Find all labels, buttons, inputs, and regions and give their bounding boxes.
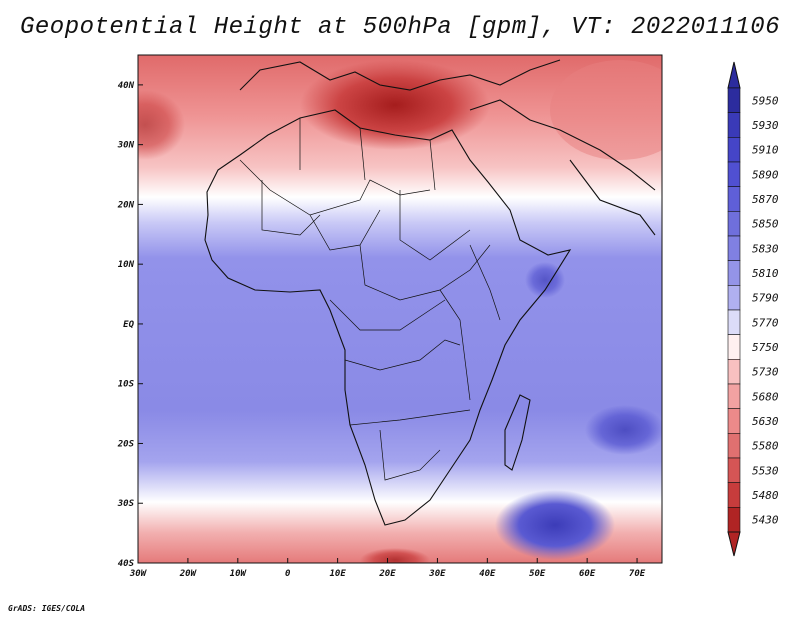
lon-tick-label: 30W xyxy=(129,569,148,579)
legend-level-label: 5680 xyxy=(752,390,779,403)
legend-swatch xyxy=(727,334,741,360)
legend-level-label: 5950 xyxy=(752,94,779,107)
lat-tick-label: EQ xyxy=(123,320,134,330)
legend-level-label: 5830 xyxy=(752,242,779,255)
legend-swatch xyxy=(727,383,741,409)
lat-tick-label: 20N xyxy=(117,200,135,210)
legend-swatch xyxy=(727,457,741,483)
legend-swatch xyxy=(727,211,741,237)
lon-tick-label: 60E xyxy=(579,569,596,579)
lat-tick-label: 30S xyxy=(117,499,135,509)
legend-level-label: 5480 xyxy=(752,489,779,502)
legend-swatch xyxy=(727,433,741,459)
legend-level-label: 5730 xyxy=(752,366,779,379)
legend-level-label: 5790 xyxy=(752,292,779,305)
legend-level-label: 5890 xyxy=(752,168,779,181)
legend-swatch xyxy=(727,285,741,311)
lat-tick-label: 40S xyxy=(118,559,135,569)
legend-swatch xyxy=(727,161,741,187)
legend-swatch xyxy=(727,112,741,138)
legend-swatch xyxy=(727,235,741,261)
legend-bottom-arrow xyxy=(727,531,741,557)
legend-swatch xyxy=(727,482,741,508)
lon-tick-label: 40E xyxy=(479,569,496,579)
legend-swatch xyxy=(727,87,741,113)
height-field xyxy=(138,55,662,563)
legend-swatch xyxy=(727,408,741,434)
legend-swatch xyxy=(727,186,741,212)
lat-tick-label: 10N xyxy=(118,260,135,270)
lon-tick-label: 70E xyxy=(629,569,646,579)
legend-level-label: 5750 xyxy=(752,341,779,354)
lat-tick-label: 10S xyxy=(118,380,135,390)
legend-level-label: 5810 xyxy=(752,267,779,280)
lon-tick-label: 10E xyxy=(329,569,346,579)
lon-tick-label: 20W xyxy=(179,569,198,579)
legend-swatch xyxy=(727,260,741,286)
legend-level-label: 5580 xyxy=(752,440,779,453)
legend-level-label: 5430 xyxy=(752,514,779,527)
map-title: Geopotential Height at 500hPa [gpm], VT:… xyxy=(19,14,781,41)
lon-tick-label: 10W xyxy=(230,569,248,579)
legend-swatch xyxy=(727,137,741,163)
lat-tick-label: 20S xyxy=(117,439,135,449)
lon-tick-label: 50E xyxy=(529,569,546,579)
lat-tick-label: 40N xyxy=(118,81,135,91)
legend-level-label: 5930 xyxy=(752,119,779,132)
coastlines xyxy=(204,59,656,526)
legend-top-arrow xyxy=(727,61,741,89)
legend-level-label: 5910 xyxy=(752,144,779,157)
legend-level-label: 5870 xyxy=(752,193,779,206)
legend-swatch xyxy=(727,507,741,533)
lat-tick-label: 30N xyxy=(117,141,135,151)
legend-swatch xyxy=(727,359,741,385)
legend-level-label: 5770 xyxy=(752,316,779,329)
country-borders xyxy=(239,118,501,481)
legend-level-label: 5530 xyxy=(752,464,779,477)
grads-credit: GrADS: IGES/COLA xyxy=(8,604,86,613)
map-frame xyxy=(137,54,663,564)
legend-level-label: 5850 xyxy=(752,218,779,231)
lon-tick-label: 0 xyxy=(285,569,291,579)
legend-level-label: 5630 xyxy=(752,415,779,428)
lon-tick-label: 30E xyxy=(428,569,446,579)
legend-swatch xyxy=(727,309,741,335)
lon-tick-label: 20E xyxy=(378,569,396,579)
